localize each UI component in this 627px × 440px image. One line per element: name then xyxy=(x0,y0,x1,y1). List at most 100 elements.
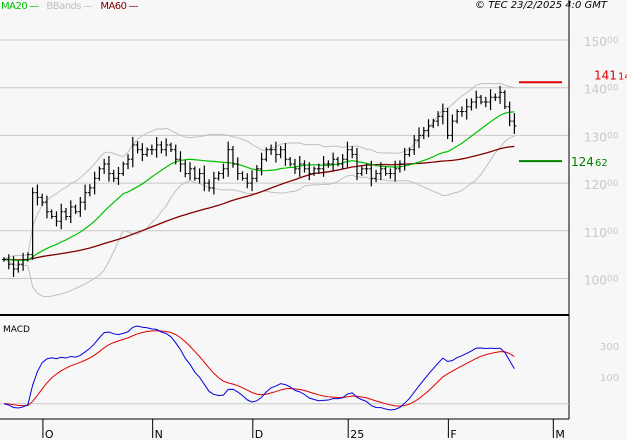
ohlc-bar xyxy=(436,111,441,127)
ohlc-bar xyxy=(440,103,445,125)
ohlc-bar xyxy=(30,187,35,260)
ohlc-bar xyxy=(264,147,269,162)
ohlc-bar xyxy=(116,166,121,185)
level-label: 141 xyxy=(594,68,617,82)
ohlc-bar xyxy=(297,156,302,177)
legend: MA20— BBands — MA60— xyxy=(1,1,143,12)
ohlc-bar xyxy=(302,160,307,173)
ohlc-bar xyxy=(354,147,359,181)
ohlc-bar xyxy=(183,160,188,178)
x-tick-label: D xyxy=(255,428,263,440)
ohlc-bar xyxy=(83,184,88,211)
ohlc-bar xyxy=(178,151,183,173)
ohlc-bar xyxy=(140,143,145,162)
ohlc-bar xyxy=(393,160,398,182)
ohlc-bar xyxy=(407,147,412,157)
ohlc-bar xyxy=(130,136,135,168)
ohlc-bar xyxy=(312,166,317,176)
x-tick-label: N xyxy=(155,428,163,440)
ohlc-bar xyxy=(68,200,73,224)
ohlc-bar xyxy=(188,162,193,181)
ohlc-bar xyxy=(445,107,450,140)
ohlc-bar xyxy=(254,165,259,183)
ohlc-bar xyxy=(502,90,507,110)
ohlc-bar xyxy=(321,156,326,177)
ohlc-bar xyxy=(388,168,393,179)
ohlc-bar xyxy=(493,93,498,101)
ohlc-bar xyxy=(488,89,493,111)
y-tick-label: 100 xyxy=(584,274,607,288)
ohlc-bar xyxy=(378,162,383,181)
ohlc-bar xyxy=(416,127,421,149)
ohlc-bar xyxy=(21,252,26,271)
ohlc-bar xyxy=(345,141,350,168)
ohlc-bar xyxy=(168,142,173,152)
y-tick-decimals: 00 xyxy=(607,84,619,94)
ohlc-bar xyxy=(73,204,78,215)
ohlc-bar xyxy=(479,94,483,105)
ohlc-bar xyxy=(106,156,111,182)
ohlc-bar xyxy=(383,166,388,176)
ohlc-bar xyxy=(245,173,250,189)
ohlc-bar xyxy=(359,166,364,176)
ohlc-bar xyxy=(369,160,374,187)
x-tick-label: F xyxy=(450,428,456,440)
ohlc-bar xyxy=(374,169,379,183)
ohlc-bar xyxy=(431,118,436,129)
ohlc-bar xyxy=(335,156,340,167)
y-tick-decimals: 00 xyxy=(607,275,619,285)
ohlc-bar xyxy=(402,147,407,171)
ohlc-bar xyxy=(145,147,150,157)
ohlc-bar xyxy=(250,170,255,192)
ohlc-bar xyxy=(121,161,126,176)
y-tick-label: 110 xyxy=(584,226,607,240)
ohlc-bar xyxy=(173,144,178,165)
x-tick-label: M xyxy=(555,428,565,440)
ohlc-bar xyxy=(269,144,274,155)
ohlc-bar xyxy=(6,254,11,270)
ohlc-bar xyxy=(64,207,69,221)
ohlc-bar xyxy=(331,152,336,171)
y-tick-label: 150 xyxy=(584,35,607,49)
y-tick-decimals: 00 xyxy=(607,131,619,141)
ma60-line xyxy=(3,145,515,261)
macd-signal-line xyxy=(3,330,515,407)
ohlc-bar xyxy=(207,179,212,192)
ohlc-bar xyxy=(464,98,469,120)
ohlc-bar xyxy=(35,184,40,206)
legend-ma20-label: MA20 xyxy=(1,1,28,12)
ohlc-bar xyxy=(278,145,283,159)
legend-ma20-swatch: — xyxy=(29,1,39,12)
ohlc-bar xyxy=(87,184,92,197)
ohlc-bar xyxy=(421,126,426,140)
ohlc-bar xyxy=(350,145,355,159)
macd-tick-label: 100 xyxy=(600,373,619,384)
ohlc-bar xyxy=(216,171,221,181)
y-tick-label: 120 xyxy=(584,178,607,192)
ohlc-bar xyxy=(288,156,293,167)
ohlc-bar xyxy=(412,135,417,155)
ohlc-bar xyxy=(273,141,278,163)
y-tick-decimals: 00 xyxy=(607,179,619,189)
level-decimals: 62 xyxy=(595,158,608,169)
macd-line xyxy=(3,325,515,411)
ohlc-bar xyxy=(126,154,131,170)
ohlc-bar xyxy=(226,141,231,177)
ohlc-bar xyxy=(507,101,512,127)
ohlc-bar xyxy=(25,252,30,262)
ohlc-bar xyxy=(16,260,21,273)
y-tick-label: 130 xyxy=(584,130,607,144)
y-tick-label: 140 xyxy=(584,83,607,97)
ohlc-bar xyxy=(512,113,517,134)
ohlc-bar xyxy=(235,157,240,181)
ohlc-bar xyxy=(326,160,331,168)
ohlc-bar xyxy=(307,162,312,181)
ohlc-bar xyxy=(102,158,107,174)
ohlc-bar xyxy=(450,114,455,142)
ohlc-bar xyxy=(259,152,264,176)
ohlc-bar xyxy=(469,98,474,111)
x-tick-label: 25 xyxy=(350,428,364,440)
ohlc-bar xyxy=(459,106,464,117)
ohlc-bar xyxy=(149,144,154,155)
ohlc-bar xyxy=(202,165,207,192)
